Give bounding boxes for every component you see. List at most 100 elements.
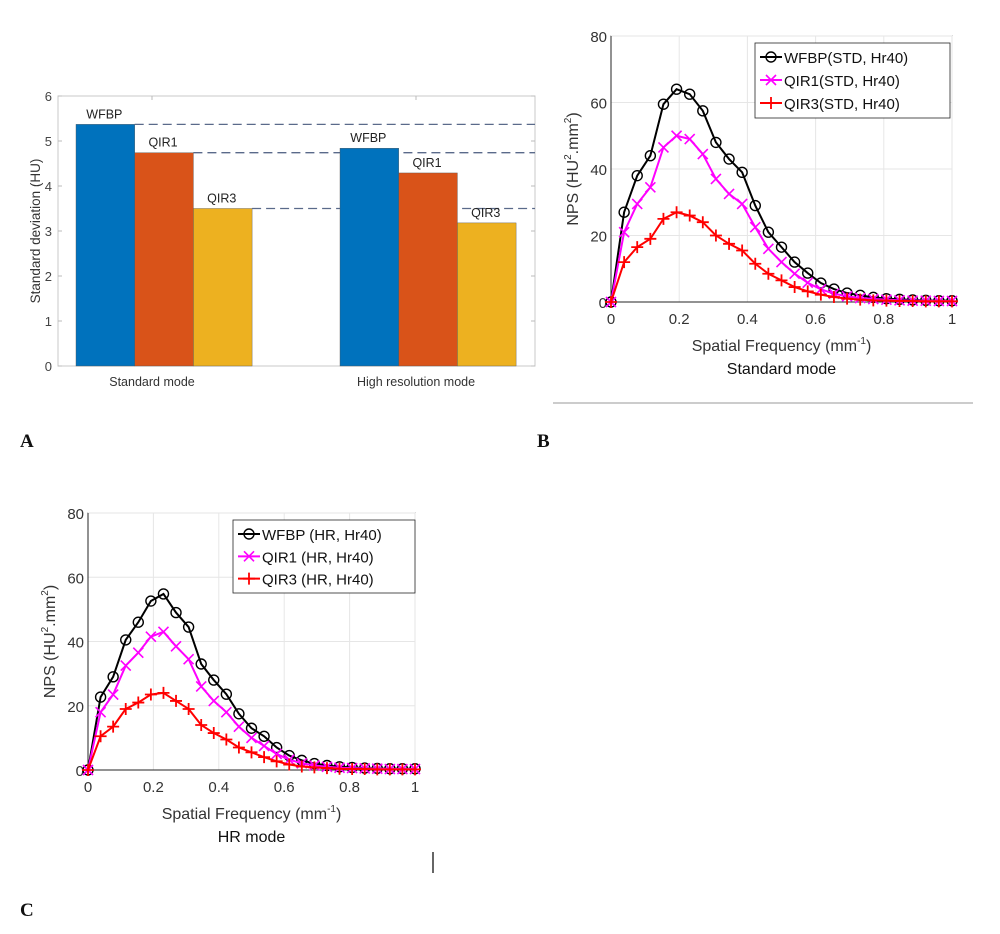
x-tick-label: 0.6 [805, 311, 826, 328]
marker-circle [258, 730, 270, 742]
marker-circle [270, 741, 283, 754]
marker-x [120, 660, 132, 672]
marker-x [671, 130, 683, 142]
chart-c-nps-hr: 0 0.2 0.4 0.6 0.8 1 0 20 40 60 80 WFBP (HR, Hr40) QI… [40, 506, 421, 846]
marker-circle [220, 688, 233, 700]
bar-qir1 [134, 152, 194, 367]
marker-x [233, 721, 245, 733]
marker-x [775, 256, 788, 268]
marker-circle [245, 722, 258, 734]
bar-qir3 [457, 222, 517, 367]
y-tick-label: 0 [45, 359, 52, 374]
legend-entry-label: QIR3 (HR, Hr40) [262, 572, 374, 589]
y-tick-label: 60 [590, 96, 607, 113]
marker-plus [893, 295, 906, 308]
marker-plus [867, 294, 880, 307]
panel-label-b: B [537, 431, 550, 452]
bar-label: QIR1 [148, 136, 177, 150]
marker-x [170, 640, 182, 652]
marker-plus [119, 702, 132, 715]
legend-entry-label: QIR1(STD, Hr40) [784, 73, 900, 90]
marker-plus [683, 209, 696, 222]
marker-plus [854, 293, 867, 306]
y-tick-label: 6 [45, 89, 52, 104]
x-tick-label: 0.8 [873, 311, 894, 328]
chart-a-bar-chart: 0 1 2 3 4 5 6 WFBP QIR1 QIR3 Standard mode WFBP QIR1… [28, 89, 536, 389]
bar-qir1 [398, 172, 458, 367]
legend-entry-label: WFBP (HR, Hr40) [262, 527, 382, 544]
marker-circle [710, 136, 722, 149]
marker-x [95, 706, 107, 718]
marker-plus [94, 730, 107, 743]
marker-x [132, 647, 144, 659]
marker-plus [243, 572, 255, 585]
marker-plus [320, 762, 333, 775]
marker-plus [814, 288, 827, 301]
y-axis-label: NPS (HU2.mm2) [40, 585, 59, 698]
marker-circle [802, 267, 814, 279]
marker-circle [684, 88, 696, 100]
chart-subtitle: Standard mode [727, 361, 837, 378]
y-tick-label: 4 [45, 179, 52, 194]
marker-plus [670, 206, 683, 219]
marker-x [618, 226, 630, 238]
marker-circle [94, 691, 107, 703]
marker-circle [157, 588, 170, 600]
y-tick-label: 40 [590, 162, 607, 179]
marker-plus [749, 257, 762, 270]
marker-plus [371, 763, 384, 776]
marker-plus [644, 232, 657, 245]
bar-label: QIR3 [207, 192, 236, 206]
bar-label: QIR3 [471, 206, 500, 220]
marker-plus [906, 295, 919, 308]
x-tick-label: 0 [84, 779, 92, 796]
marker-circle [208, 674, 220, 686]
marker-circle [243, 528, 255, 540]
marker-x [157, 626, 170, 638]
marker-plus [762, 267, 775, 280]
x-tick-label: 1 [948, 311, 956, 328]
marker-plus [333, 762, 346, 775]
marker-plus [144, 688, 157, 701]
marker-circle [120, 634, 132, 646]
marker-x [145, 631, 157, 643]
legend-box [232, 519, 416, 594]
bar-label: WFBP [86, 107, 122, 121]
bar-qir3 [193, 208, 253, 367]
marker-x [749, 221, 761, 233]
marker-x [271, 748, 283, 760]
x-tick-label: 1 [411, 779, 419, 796]
marker-plus [232, 741, 245, 754]
marker-circle [233, 708, 245, 720]
marker-plus [841, 292, 854, 305]
marker-x [657, 141, 670, 153]
marker-plus [788, 281, 801, 294]
marker-plus [396, 763, 409, 776]
marker-plus [709, 229, 722, 242]
marker-circle [762, 226, 775, 238]
x-category-label: Standard mode [109, 375, 195, 389]
chart-subtitle: HR mode [218, 829, 286, 846]
y-axis-label: NPS (HU2.mm2) [563, 112, 582, 225]
marker-x [183, 653, 195, 665]
y-tick-label: 80 [590, 29, 607, 46]
marker-plus [157, 686, 170, 699]
marker-x [697, 148, 709, 160]
marker-plus [736, 244, 749, 257]
bar-label: WFBP [350, 131, 386, 145]
marker-plus [618, 256, 631, 269]
marker-plus [358, 763, 371, 776]
marker-circle [170, 606, 182, 619]
y-tick-label: 3 [45, 224, 52, 239]
y-tick-label: 2 [45, 269, 52, 284]
marker-circle [815, 277, 827, 289]
marker-plus [880, 294, 893, 307]
marker-plus [295, 760, 308, 773]
marker-circle [644, 149, 657, 162]
panel-label-c: C [20, 900, 34, 921]
y-tick-label: 40 [67, 635, 84, 652]
y-tick-label: 0 [599, 295, 607, 312]
marker-plus [723, 237, 736, 250]
marker-plus [657, 212, 670, 225]
